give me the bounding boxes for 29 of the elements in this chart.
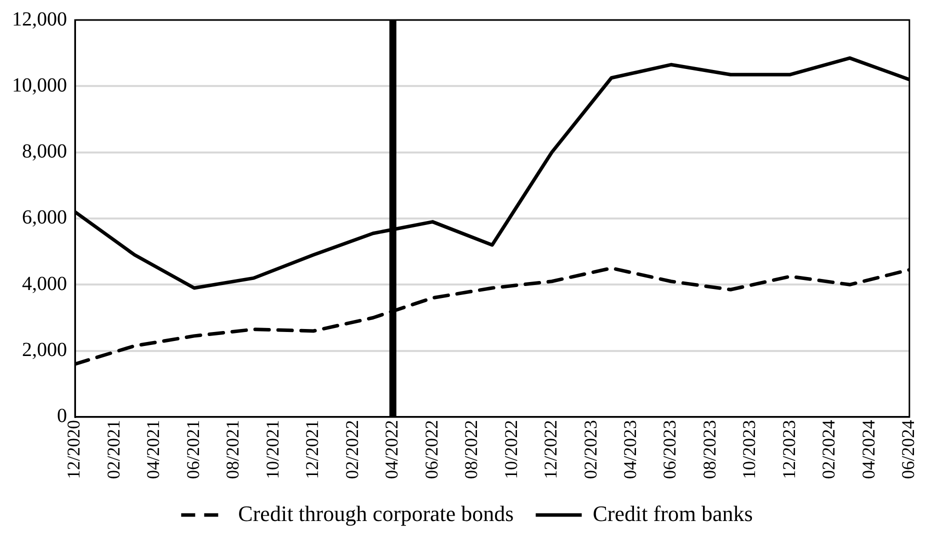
x-tick-label: 02/2021 (103, 420, 124, 480)
x-tick-label: 06/2024 (898, 420, 918, 480)
x-tick-label: 06/2021 (182, 420, 203, 480)
x-tick-label: 08/2021 (222, 420, 243, 480)
x-tick-label: 12/2023 (778, 420, 799, 480)
legend-label: Credit through corporate bonds (238, 500, 514, 526)
x-tick-label: 12/2022 (540, 420, 561, 480)
x-tick-label: 04/2023 (620, 420, 640, 480)
x-tick-label: 04/2021 (143, 420, 164, 480)
x-tick-label: 10/2023 (739, 420, 760, 480)
x-tick-label: 08/2022 (461, 420, 482, 480)
y-tick-label: 2,000 (22, 339, 67, 362)
x-tick-label: 04/2024 (858, 420, 878, 480)
x-tick-label: 08/2023 (699, 420, 720, 480)
x-tick-label: 06/2022 (421, 420, 442, 480)
legend-label: Credit from banks (592, 500, 753, 526)
x-tick-label: 10/2021 (262, 420, 282, 480)
x-tick-label: 12/2021 (302, 420, 322, 480)
y-tick-label: 10,000 (12, 74, 67, 96)
x-tick-label: 06/2023 (660, 420, 680, 480)
x-tick-label: 04/2022 (382, 420, 402, 480)
x-tick-label: 02/2024 (818, 420, 839, 480)
y-tick-label: 12,000 (12, 8, 67, 30)
y-tick-label: 8,000 (22, 140, 67, 163)
y-tick-label: 6,000 (22, 206, 67, 229)
x-tick-label: 02/2023 (580, 420, 600, 480)
x-tick-label: 10/2022 (500, 420, 521, 480)
y-tick-label: 4,000 (22, 272, 67, 295)
x-tick-label: 02/2022 (342, 420, 362, 480)
